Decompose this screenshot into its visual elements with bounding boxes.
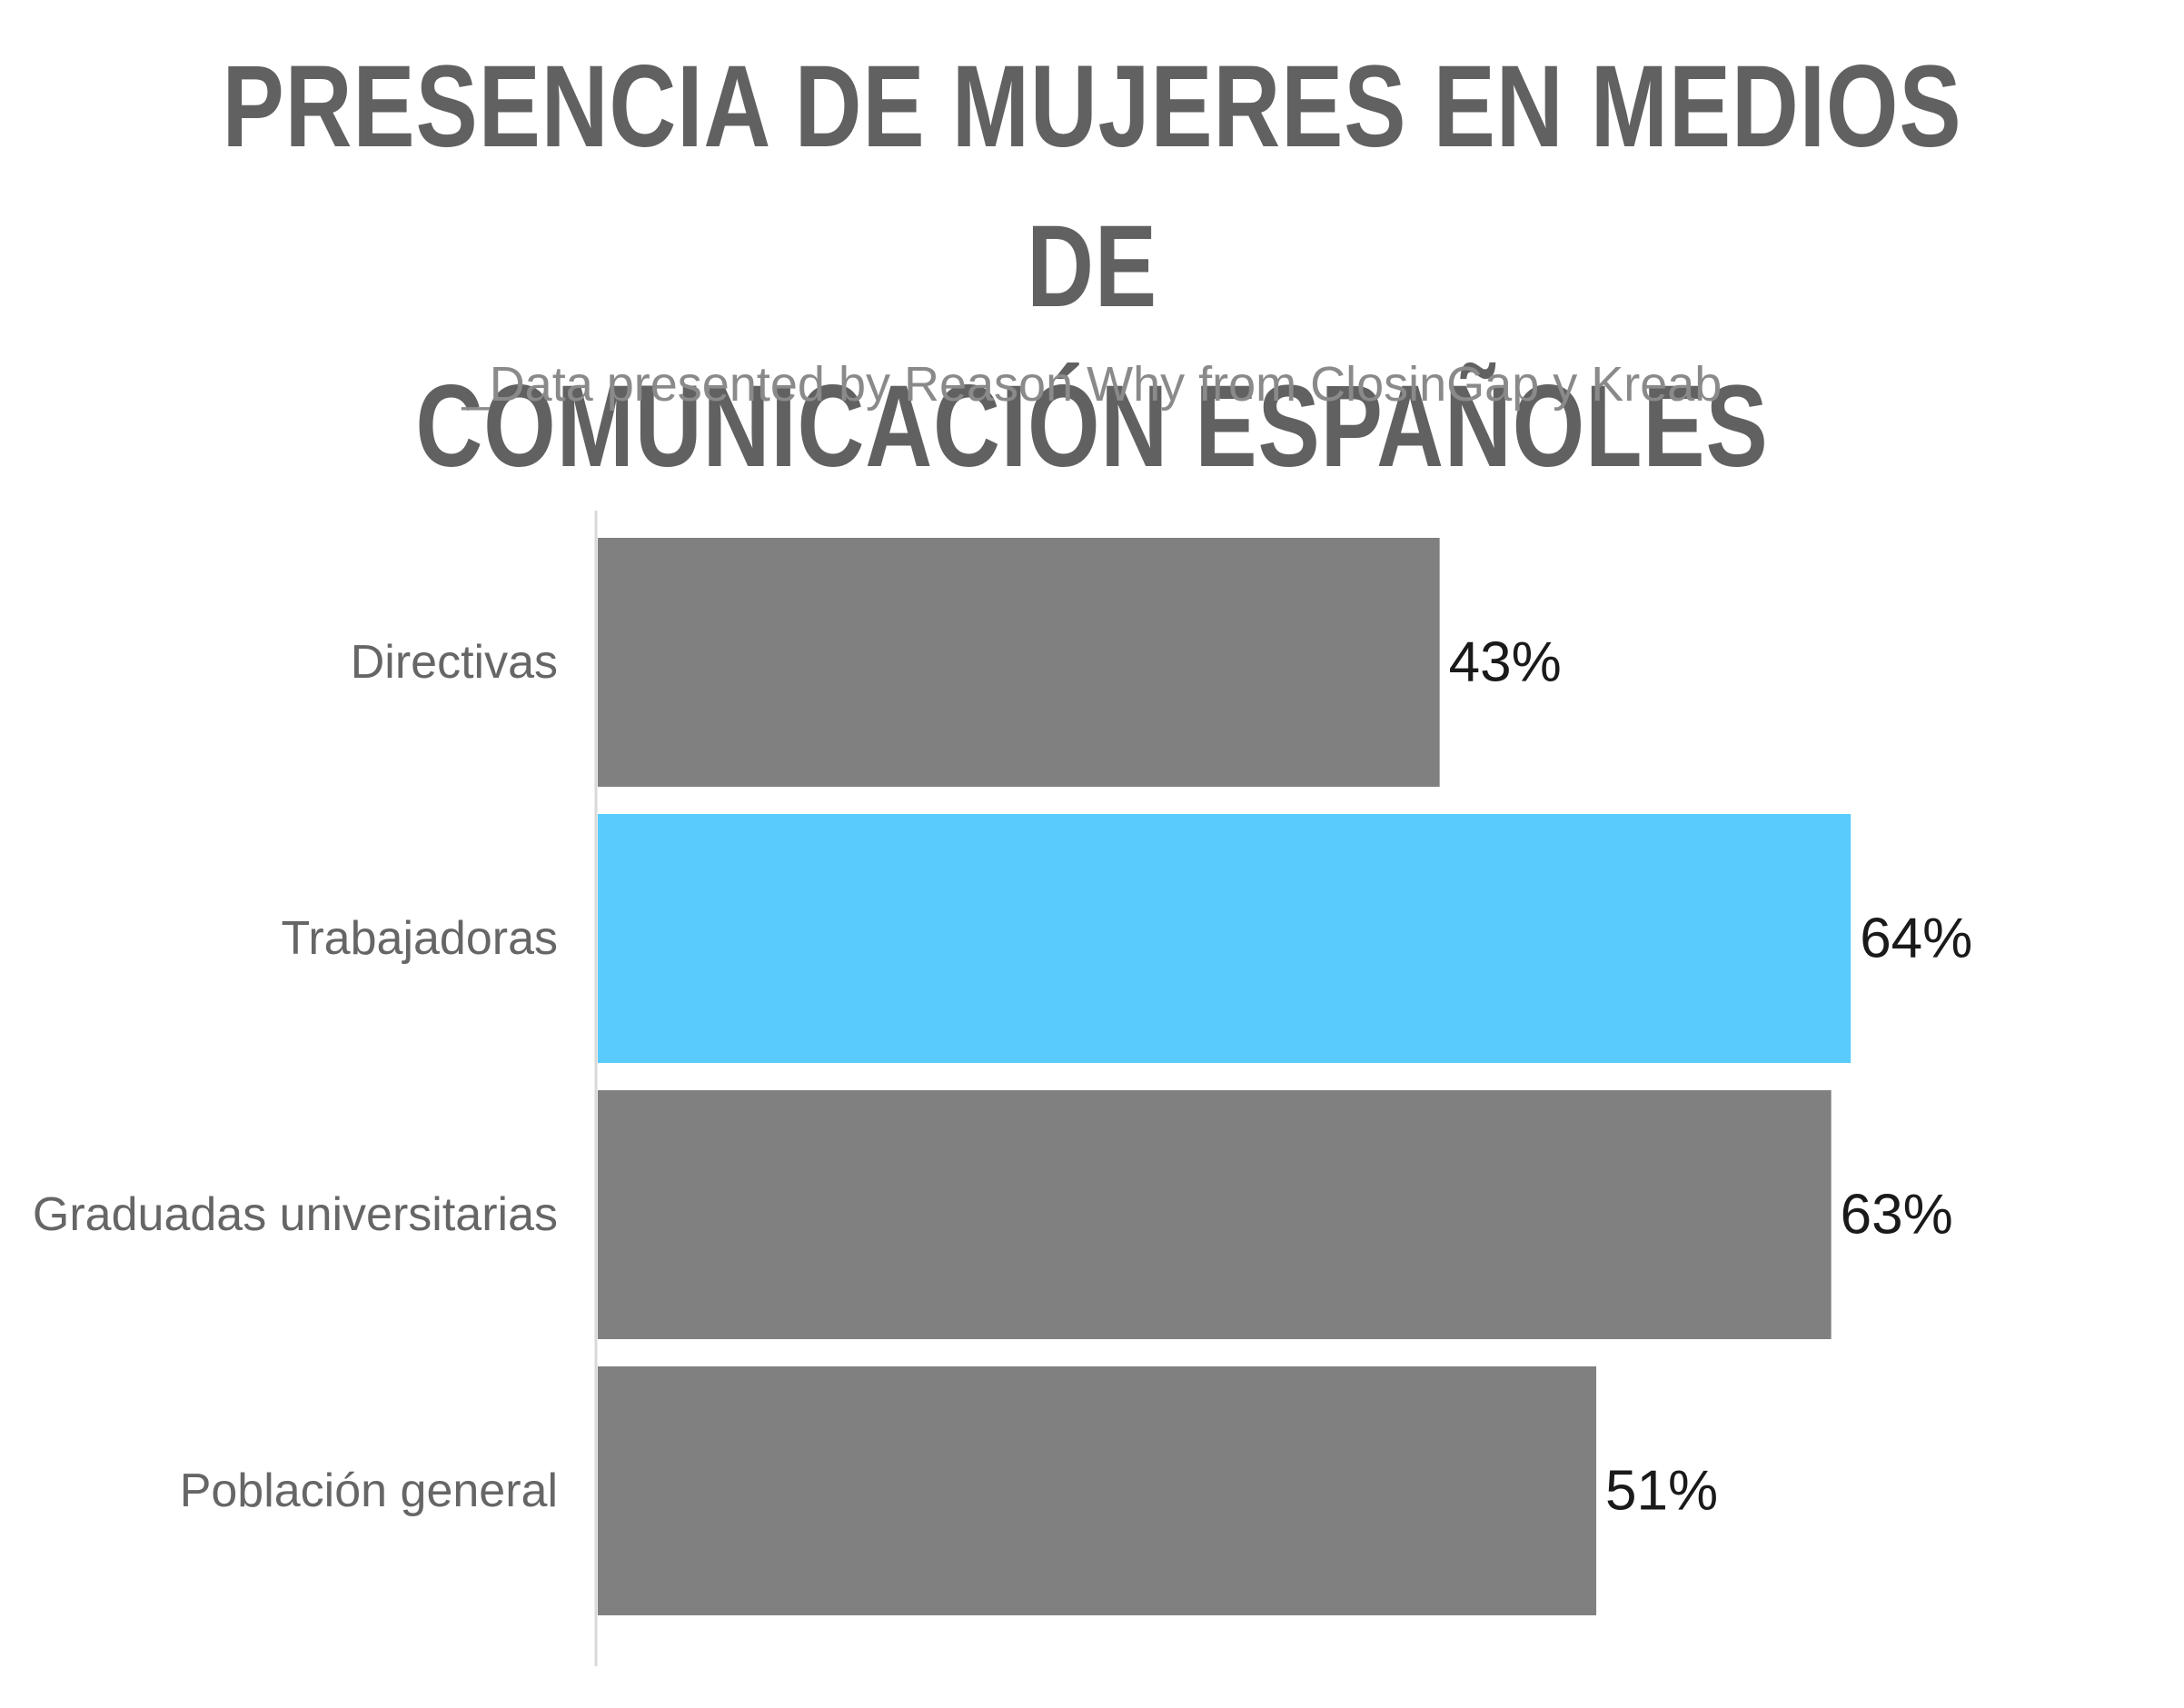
category-labels-group: Directivas Trabajadoras Graduadas universi… <box>33 636 558 1517</box>
value-labels-group: 43% 64% 63% 51% <box>1449 631 1973 1523</box>
bar-trabajadoras <box>598 814 1851 1063</box>
category-label-graduadas-universitarias: Graduadas universitarias <box>33 1188 558 1241</box>
category-label-directivas: Directivas <box>351 636 558 689</box>
bars-group <box>598 538 1851 1615</box>
value-label-directivas: 43% <box>1449 631 1562 694</box>
chart-title-line-2: COMUNICACIÓN ESPAÑOLES <box>415 362 1769 492</box>
value-label-trabajadoras: 64% <box>1860 908 1972 970</box>
value-label-poblacion-general: 51% <box>1605 1460 1718 1523</box>
bar-poblacion-general <box>598 1366 1597 1615</box>
category-label-poblacion-general: Población general <box>180 1465 558 1517</box>
chart-title-line-1: PRESENCIA DE MUJERES EN MEDIOS DE <box>222 42 1962 332</box>
chart-subtitle: _Data presented by Reason Why from Closi… <box>462 357 1722 412</box>
bar-graduadas-universitarias <box>598 1090 1832 1339</box>
bar-directivas <box>598 538 1440 787</box>
category-label-trabajadoras: Trabajadoras <box>282 912 558 965</box>
chart-title: PRESENCIA DE MUJERES EN MEDIOS DE COMUNI… <box>218 27 1965 507</box>
value-label-graduadas-universitarias: 63% <box>1841 1184 1953 1246</box>
